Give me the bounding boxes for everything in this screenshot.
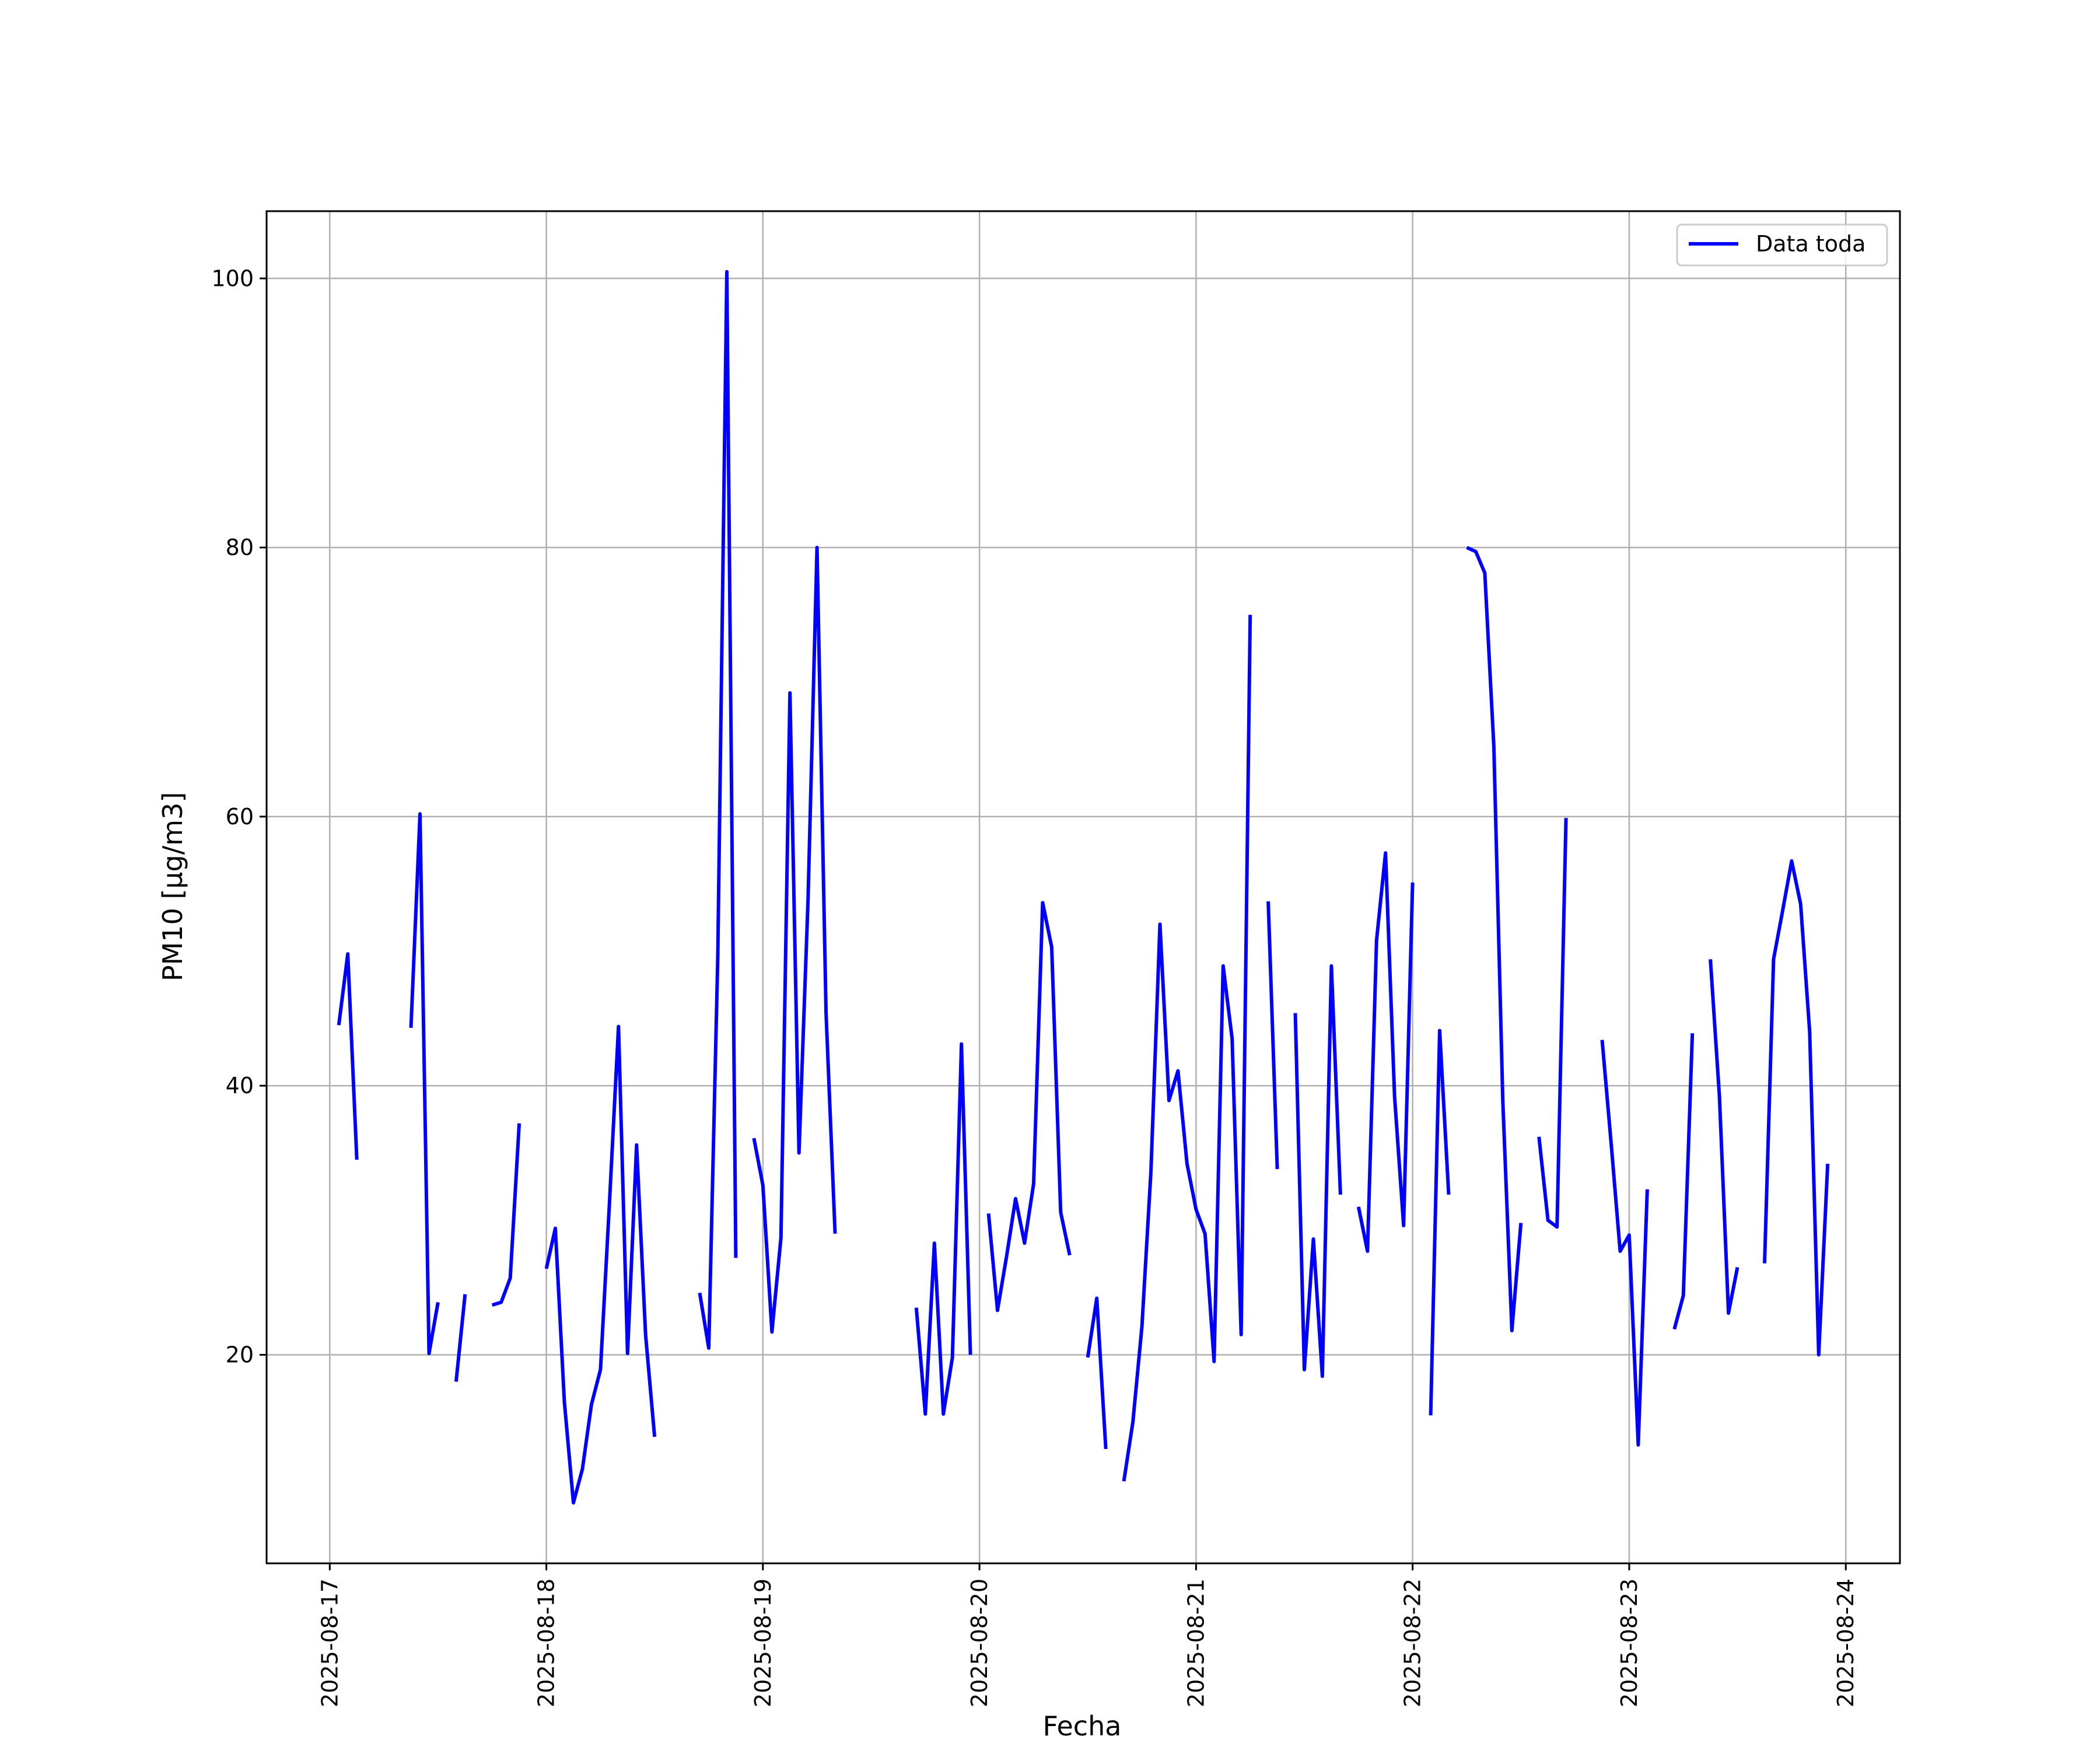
series-line-segment [544,1024,657,1505]
series-line-segment [1466,545,1523,1332]
x-axis-label: Fecha [1043,1710,1122,1742]
series-line-segment [1293,964,1342,1378]
y-tick-label: 80 [226,535,254,561]
y-tick-label: 20 [226,1342,254,1368]
x-tick-label: 2025-08-24 [1833,1578,1859,1707]
series-line-segment [1709,959,1740,1315]
legend-series-label: Data toda [1756,231,1866,257]
series-line-segment [491,1123,522,1307]
plot-frame [265,210,1901,1564]
x-tick-label: 2025-08-19 [750,1578,776,1707]
grid-lines [267,211,1900,1563]
x-tick-label: 2025-08-21 [1183,1578,1209,1707]
series-line-segment [1266,901,1279,1170]
series-line-segment [1356,851,1415,1253]
series-line-segment [1672,1033,1695,1330]
x-tick-label: 2025-08-17 [317,1578,342,1707]
y-axis-label: PM10 [μg/m3] [157,792,188,982]
series-line-segment [454,1294,467,1382]
series-line-segment [914,1042,972,1416]
legend: Data toda [1676,223,1888,267]
series-line-segment [698,270,738,1350]
series-line-segment [1763,859,1830,1357]
y-tick-label: 60 [226,804,254,830]
series-line-segment [337,952,359,1160]
x-tick-label: 2025-08-22 [1400,1578,1426,1707]
series-line-segment [1429,1028,1451,1416]
series-line-segment [986,901,1072,1312]
series-line-segment [409,812,440,1356]
x-tick-label: 2025-08-23 [1616,1578,1642,1707]
series-line-segment [1122,614,1252,1482]
series-line-segment [1537,818,1568,1229]
x-tick-label: 2025-08-20 [967,1578,992,1707]
series-line-segment [1086,1296,1108,1450]
series-lines [337,270,1830,1505]
series-line-segment [1600,1040,1649,1447]
x-tick-label: 2025-08-18 [534,1578,559,1707]
axis-ticks: 2025-08-17 2025-08-18 2025-08-19 2025-08-20… [211,265,1859,1707]
series-line-segment [752,545,837,1334]
y-tick-label: 40 [226,1073,254,1098]
legend-frame [1676,223,1888,267]
y-tick-label: 100 [211,265,254,291]
